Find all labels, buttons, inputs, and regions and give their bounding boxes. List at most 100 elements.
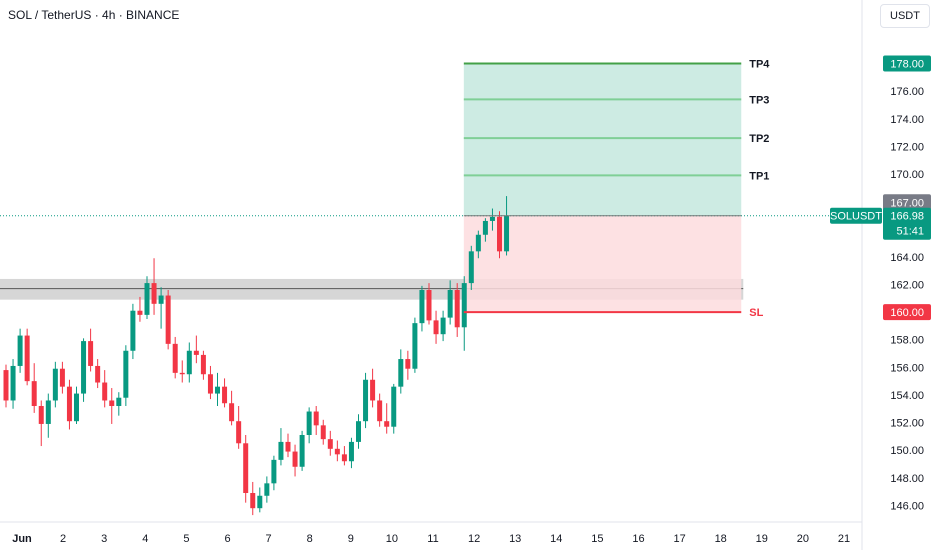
tp4-price-badge-bg (883, 55, 931, 72)
y-tick-label: 174.00 (890, 114, 924, 126)
target-label-tp2: TP2 (749, 133, 769, 145)
candle-body (497, 216, 502, 252)
candle-body (250, 493, 256, 509)
x-tick-label: 4 (142, 533, 148, 545)
target-label-tp1: TP1 (749, 170, 769, 182)
x-tick-label: 7 (266, 533, 272, 545)
candle-body (341, 454, 347, 462)
y-tick-label: 154.00 (890, 390, 924, 402)
y-tick-label: 170.00 (890, 169, 924, 181)
candle-body (363, 379, 369, 422)
current-price-badge-bg (883, 207, 931, 240)
candle-body (38, 406, 44, 424)
x-tick-label: Jun (12, 533, 32, 545)
candle-body (327, 439, 333, 449)
candle-body (88, 341, 94, 366)
candle-body (165, 295, 171, 344)
y-tick-label: 162.00 (890, 279, 924, 291)
candle-body (222, 386, 228, 404)
candle-body (306, 411, 312, 435)
candle-body (482, 220, 488, 235)
x-tick-label: 21 (838, 533, 850, 545)
symbol-tag: SOLUSDT (830, 211, 882, 223)
loss-zone (463, 215, 742, 313)
candle-body (236, 421, 242, 444)
candle-body (179, 372, 185, 375)
x-tick-label: 8 (307, 533, 313, 545)
candle-body (137, 310, 143, 315)
candle-body (144, 283, 150, 315)
y-tick-label: 158.00 (890, 335, 924, 347)
candle-body (468, 251, 474, 284)
candle-body (116, 397, 122, 406)
candle-body (391, 386, 397, 427)
candle-body (81, 341, 87, 394)
x-tick-label: 2 (60, 533, 66, 545)
candle-body (95, 365, 101, 383)
candle-body (461, 283, 467, 328)
candle-body (215, 386, 220, 394)
stop-loss-label: SL (749, 307, 763, 319)
candle-body (285, 441, 291, 452)
candle-body (384, 421, 390, 427)
x-tick-label: 20 (797, 533, 809, 545)
candle-body (130, 310, 136, 351)
candle-body (433, 320, 439, 335)
currency-button[interactable]: USDT (880, 4, 930, 28)
x-tick-label: 17 (673, 533, 685, 545)
candle-body (158, 295, 164, 304)
candle-body (412, 323, 418, 369)
candle-body (447, 290, 453, 318)
candle-body (405, 359, 411, 369)
candle-body (200, 354, 206, 375)
y-tick-label: 150.00 (890, 445, 924, 457)
candle-body (74, 393, 79, 422)
chart-title: SOL / TetherUS · 4h · BINANCE (8, 8, 180, 22)
x-tick-label: 19 (756, 533, 768, 545)
x-tick-label: 12 (468, 533, 480, 545)
x-tick-label: 5 (183, 533, 189, 545)
candle-body (207, 374, 213, 394)
candle-body (320, 425, 326, 440)
symbol-tag-bg (830, 207, 882, 224)
x-tick-label: 15 (591, 533, 603, 545)
candle-body (299, 435, 305, 467)
candle-body (475, 234, 481, 252)
countdown-label: 51:41 (896, 226, 924, 238)
candle-body (186, 350, 192, 375)
y-tick-label: 176.00 (890, 86, 924, 98)
x-tick-label: 18 (715, 533, 727, 545)
x-tick-label: 3 (101, 533, 107, 545)
candle-body (3, 370, 9, 401)
candle-body (356, 421, 361, 442)
x-tick-label: 10 (386, 533, 398, 545)
candle-body (370, 379, 376, 401)
candle-body (31, 381, 37, 406)
candle-body (243, 443, 249, 493)
y-tick-label: 146.00 (890, 500, 924, 512)
candle-body (109, 400, 115, 406)
x-tick-label: 11 (427, 533, 438, 545)
profit-zone (463, 63, 742, 216)
target-label-tp3: TP3 (749, 94, 769, 106)
x-tick-label: 14 (550, 533, 562, 545)
candle-body (334, 448, 340, 455)
candle-body (229, 403, 235, 422)
candle-body (24, 335, 30, 382)
high-marker-label: 167.00 (890, 197, 924, 209)
candle-body (313, 411, 319, 426)
candle-body (419, 290, 425, 324)
candle-body (172, 343, 178, 373)
y-tick-label: 164.00 (890, 252, 924, 264)
candle-body (257, 495, 263, 509)
candle-body (123, 350, 129, 398)
target-label-tp4: TP4 (749, 59, 770, 71)
candle-body (59, 368, 65, 387)
candle-body (102, 382, 108, 401)
y-tick-label: 156.00 (890, 362, 924, 374)
candle-body (278, 441, 284, 460)
candle-body (17, 335, 23, 366)
sl-price-badge-bg (883, 304, 931, 321)
candle-body (193, 350, 199, 355)
